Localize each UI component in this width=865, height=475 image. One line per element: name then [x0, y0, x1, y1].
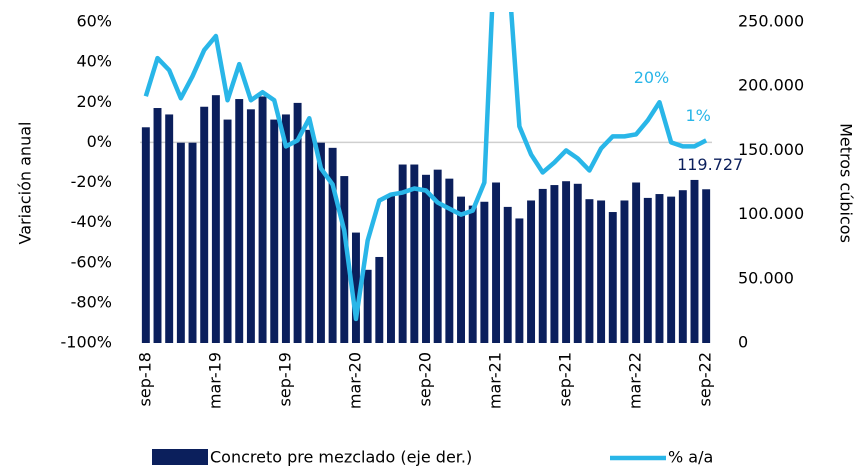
bar [293, 102, 302, 343]
bar [503, 206, 512, 343]
bar [270, 119, 279, 343]
line-layer [143, 12, 708, 322]
x-tick-label: sep-19 [275, 352, 294, 406]
bar [632, 182, 641, 343]
bar [492, 182, 501, 343]
bar [363, 269, 372, 343]
bar [398, 164, 407, 343]
bar [141, 127, 150, 344]
y-axis-label: Variación anual [16, 122, 35, 245]
bar [188, 142, 197, 343]
y-tick-label: 60% [76, 12, 112, 31]
bar [200, 106, 209, 343]
x-tick-label: sep-18 [135, 352, 154, 406]
bar [328, 147, 337, 343]
line [143, 12, 708, 322]
bar [445, 178, 454, 343]
y2-tick-label: 250.000 [738, 12, 804, 31]
y-tick-label: -60% [71, 252, 112, 271]
bar [573, 183, 582, 343]
y-tick-label: -100% [60, 333, 112, 352]
bar [281, 114, 290, 343]
bar [433, 169, 442, 343]
bar [422, 174, 430, 343]
bar [410, 164, 419, 343]
y-tick-label: 40% [76, 52, 112, 71]
bar [457, 196, 465, 343]
line-value-label: 20% [634, 68, 670, 87]
bar [678, 190, 687, 343]
bar [258, 96, 267, 343]
y2-tick-label: 150.000 [738, 140, 804, 159]
y2-tick-label: 100.000 [738, 204, 804, 223]
bar [340, 176, 349, 343]
y2-tick-label: 50.000 [738, 268, 794, 287]
bar [211, 95, 220, 343]
bar [375, 256, 384, 343]
legend-label: % a/a [668, 448, 713, 467]
y2-tick-label: 200.000 [738, 76, 804, 95]
bar [165, 114, 174, 343]
bar-value-label: 119.727 [677, 155, 743, 174]
bar [387, 194, 395, 343]
bar [480, 201, 489, 343]
bar [351, 232, 360, 343]
bar [153, 108, 162, 343]
line-value-label: 1% [685, 106, 710, 125]
bar [246, 109, 255, 343]
bar [550, 185, 559, 343]
y-tick-label: -40% [71, 212, 112, 231]
x-tick-label: mar-19 [205, 352, 224, 409]
x-tick-label: sep-21 [556, 352, 575, 406]
bar [562, 181, 571, 343]
bar [235, 99, 244, 343]
bar [620, 200, 629, 343]
bar [597, 200, 606, 343]
legend-swatch [152, 449, 208, 465]
bar [176, 142, 185, 343]
y-tick-label: 0% [87, 132, 112, 151]
bar [643, 197, 652, 343]
bar [515, 218, 524, 343]
y2-tick-label: 0 [738, 333, 748, 352]
y-tick-label: -80% [71, 292, 112, 311]
bar [655, 194, 664, 343]
bar [223, 119, 232, 343]
y-tick-label: -20% [71, 172, 112, 191]
x-tick-label: mar-20 [345, 352, 364, 409]
bar [608, 212, 617, 343]
y2-axis-label: Metros cúbicos [837, 123, 856, 243]
bar [667, 196, 676, 343]
bar [690, 179, 699, 343]
x-tick-label: mar-21 [486, 352, 505, 409]
bar [585, 199, 594, 343]
legend-label: Concreto pre mezclado (eje der.) [210, 448, 472, 467]
x-tick-label: sep-22 [696, 352, 715, 406]
y-tick-label: 20% [76, 92, 112, 111]
x-tick-label: sep-20 [416, 352, 435, 406]
bar [702, 189, 711, 343]
bar [468, 205, 477, 343]
bar [527, 200, 536, 343]
bar [538, 188, 547, 343]
bar [316, 142, 325, 343]
bar [305, 129, 314, 343]
x-tick-label: mar-22 [626, 352, 645, 409]
